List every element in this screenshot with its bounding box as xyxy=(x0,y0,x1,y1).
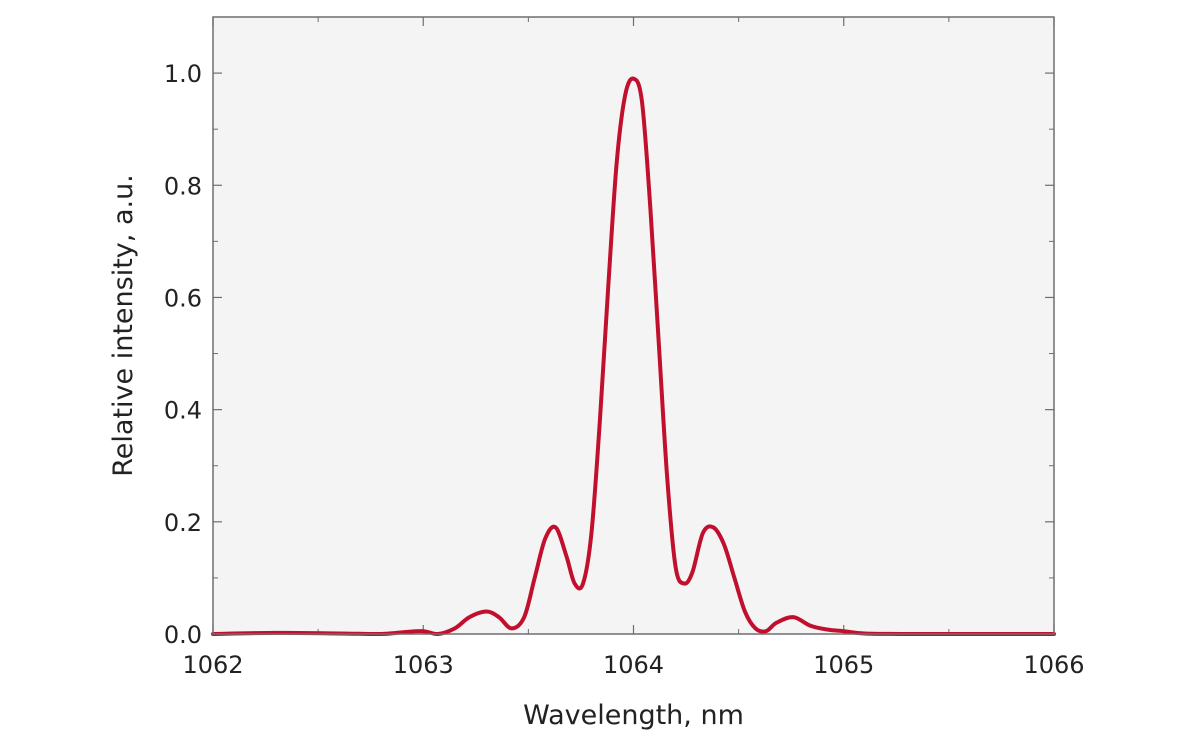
x-tick-label: 1065 xyxy=(813,651,874,679)
y-tick-label: 0.2 xyxy=(164,509,202,537)
y-tick-label: 0.4 xyxy=(164,397,202,425)
series-lines xyxy=(211,76,1056,637)
axis-ticks xyxy=(212,16,1055,635)
y-tick-label: 0.8 xyxy=(164,172,202,200)
plot-frame xyxy=(212,16,1055,635)
y-tick-label: 0.6 xyxy=(164,284,202,312)
x-axis-title: Wavelength, nm xyxy=(523,700,744,731)
x-tick-label: 1063 xyxy=(393,651,454,679)
x-tick-label: 1064 xyxy=(603,651,664,679)
spectrum-line xyxy=(211,76,1056,637)
plot-area xyxy=(213,17,1054,634)
x-tick-labels: 1062 1063 1064 1065 1066 xyxy=(182,651,1084,679)
x-tick-label: 1062 xyxy=(182,651,243,679)
y-axis-title: Relative intensity, a.u. xyxy=(108,174,139,477)
y-tick-labels: 0.0 0.2 0.4 0.6 0.8 1.0 xyxy=(164,60,202,649)
y-tick-label: 1.0 xyxy=(164,60,202,88)
x-tick-label: 1066 xyxy=(1023,651,1084,679)
y-tick-label: 0.0 xyxy=(164,621,202,649)
